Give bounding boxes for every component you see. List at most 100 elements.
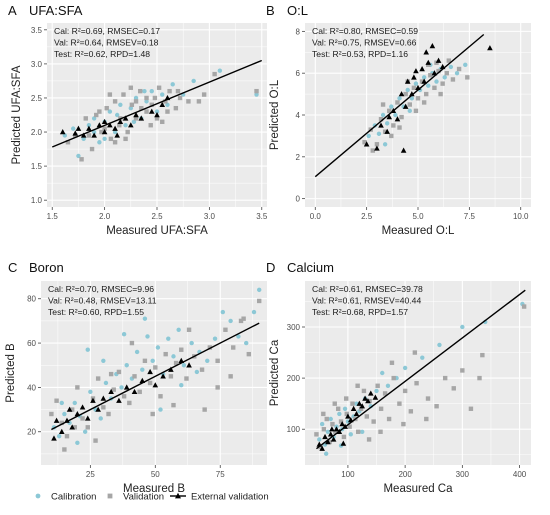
validation-point bbox=[158, 394, 163, 399]
x-axis-label: Measured UFA:SFA bbox=[106, 225, 208, 237]
x-tick-label: 0.0 bbox=[310, 212, 322, 221]
calibration-point bbox=[154, 109, 160, 114]
x-tick-label: 75 bbox=[216, 470, 225, 479]
calibration-point bbox=[205, 358, 210, 364]
calibration-point bbox=[131, 119, 137, 125]
validation-point bbox=[173, 360, 179, 366]
calibration-point bbox=[142, 88, 147, 94]
calibration-point bbox=[85, 347, 90, 352]
x-axis-label: Measured B bbox=[123, 483, 185, 495]
validation-point bbox=[150, 411, 155, 417]
calibration-point bbox=[397, 96, 402, 101]
stats-line: Test: R²=0.68, RPD=1.57 bbox=[312, 307, 408, 317]
validation-point bbox=[199, 367, 205, 372]
validation-point bbox=[116, 369, 122, 375]
regression-line bbox=[51, 322, 260, 431]
validation-point bbox=[184, 376, 189, 381]
validation-point bbox=[389, 360, 395, 365]
validation-point bbox=[332, 401, 337, 406]
panel-letter: D bbox=[266, 260, 275, 275]
validation-point bbox=[434, 404, 439, 409]
external-validation-point bbox=[322, 433, 328, 440]
validation-point bbox=[132, 374, 137, 379]
external-validation-point bbox=[168, 366, 174, 372]
calibration-point bbox=[191, 78, 196, 84]
plot-area bbox=[51, 59, 263, 162]
calibration-point bbox=[426, 83, 431, 88]
calibration-point bbox=[389, 104, 394, 109]
external-validation-point bbox=[411, 74, 417, 80]
external-validation-point bbox=[80, 132, 87, 138]
y-tick-label: 1.5 bbox=[31, 162, 43, 171]
external-validation-point bbox=[116, 397, 122, 403]
external-validation-point bbox=[128, 122, 134, 128]
calibration-point bbox=[385, 383, 391, 388]
external-validation-point bbox=[421, 78, 427, 84]
validation-point bbox=[160, 119, 165, 125]
validation-point bbox=[72, 425, 77, 430]
validation-point bbox=[397, 125, 402, 130]
calibration-point bbox=[380, 112, 386, 118]
validation-point bbox=[86, 133, 92, 138]
validation-point bbox=[477, 375, 482, 381]
validation-point bbox=[177, 95, 183, 101]
validation-point bbox=[139, 105, 144, 111]
calibration-point bbox=[348, 432, 353, 437]
validation-point bbox=[318, 444, 323, 450]
validation-point bbox=[356, 429, 361, 434]
y-tick-label: 2 bbox=[296, 153, 301, 162]
panel-title: O:L bbox=[287, 3, 308, 18]
external-validation-point bbox=[122, 115, 129, 121]
calibration-point bbox=[251, 309, 257, 315]
validation-point bbox=[344, 411, 349, 417]
y-axis-label: Predicted B bbox=[5, 343, 17, 403]
validation-point bbox=[112, 99, 118, 104]
validation-point bbox=[321, 411, 326, 417]
x-axis-label: Measured O:L bbox=[382, 225, 455, 237]
validation-point bbox=[83, 116, 88, 121]
calibration-point bbox=[76, 153, 81, 159]
external-validation-point bbox=[363, 141, 370, 147]
validation-point bbox=[69, 407, 75, 412]
x-tick-label: 25 bbox=[86, 470, 95, 479]
validation-point bbox=[165, 109, 170, 114]
calibration-point bbox=[179, 382, 184, 388]
stats-line: Val: R²=0.75, RMSEV=0.66 bbox=[312, 38, 417, 48]
validation-point bbox=[125, 129, 130, 135]
calibration-point bbox=[244, 340, 249, 346]
external-validation-point bbox=[423, 49, 430, 55]
validation-point bbox=[223, 327, 228, 332]
validation-point bbox=[179, 347, 184, 352]
calibration-point bbox=[384, 121, 390, 126]
validation-point bbox=[163, 99, 168, 104]
validation-point bbox=[374, 142, 380, 147]
validation-point bbox=[89, 146, 95, 152]
validation-point bbox=[142, 358, 148, 364]
validation-point bbox=[212, 71, 217, 77]
validation-point bbox=[364, 414, 369, 419]
calibration-point bbox=[212, 336, 218, 341]
validation-point bbox=[59, 420, 64, 426]
validation-point bbox=[440, 81, 445, 86]
calibration-point bbox=[217, 68, 223, 73]
validation-point bbox=[62, 447, 67, 452]
validation-point bbox=[438, 91, 443, 97]
external-validation-point bbox=[117, 118, 124, 125]
validation-point bbox=[123, 136, 128, 142]
validation-point bbox=[54, 398, 59, 403]
y-tick-label: 2.0 bbox=[31, 128, 43, 137]
y-tick-label: 0 bbox=[296, 195, 301, 204]
validation-point bbox=[424, 91, 429, 97]
validation-point bbox=[333, 429, 338, 434]
external-validation-point bbox=[413, 68, 419, 74]
external-validation-point bbox=[90, 397, 96, 403]
external-validation-point bbox=[339, 421, 345, 427]
validation-point bbox=[196, 99, 202, 104]
external-validation-point bbox=[372, 394, 379, 400]
validation-point bbox=[171, 402, 176, 408]
validation-point bbox=[362, 139, 367, 145]
validation-point bbox=[147, 380, 153, 386]
validation-point bbox=[228, 374, 233, 379]
panel-title: Calcium bbox=[287, 260, 334, 275]
